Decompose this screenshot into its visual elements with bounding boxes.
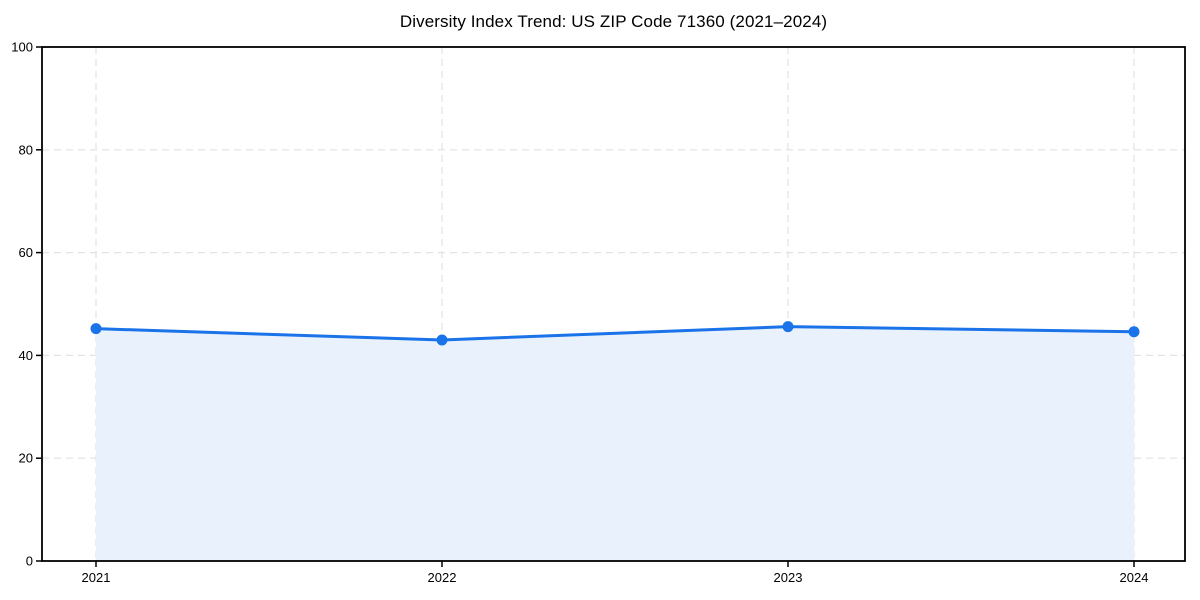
plot-border bbox=[41, 46, 1186, 562]
y-tick-label-0: 0 bbox=[26, 554, 33, 569]
y-tick-label-100: 100 bbox=[11, 40, 33, 55]
y-tick-label-20: 20 bbox=[19, 451, 33, 466]
data-point-2022 bbox=[436, 334, 448, 346]
x-tick-label-2023: 2023 bbox=[774, 570, 803, 585]
x-tick-label-2022: 2022 bbox=[428, 570, 457, 585]
data-point-2023 bbox=[782, 321, 794, 333]
y-tick-label-80: 80 bbox=[19, 142, 33, 157]
chart-title: Diversity Index Trend: US ZIP Code 71360… bbox=[399, 12, 828, 31]
x-tick-label-2024: 2024 bbox=[1120, 570, 1149, 585]
x-tick-label-2021: 2021 bbox=[82, 570, 111, 585]
y-tick-label-40: 40 bbox=[19, 348, 33, 363]
trend-line bbox=[94, 325, 1136, 342]
area-fill bbox=[96, 326, 1134, 561]
data-point-2021 bbox=[90, 323, 102, 335]
y-tick-label-60: 60 bbox=[19, 245, 33, 260]
data-point-2024 bbox=[1128, 326, 1140, 338]
